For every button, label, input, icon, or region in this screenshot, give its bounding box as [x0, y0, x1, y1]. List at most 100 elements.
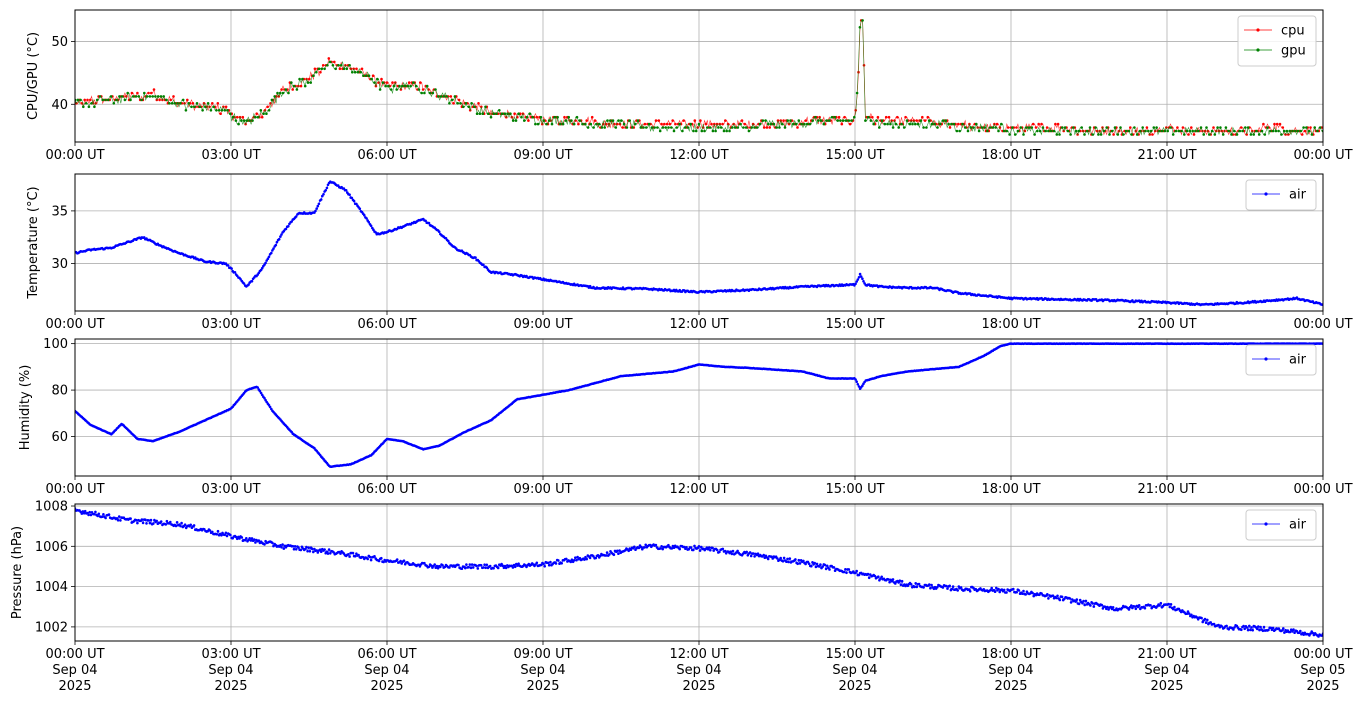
data-point	[891, 578, 895, 581]
data-point	[833, 115, 837, 119]
data-point	[1313, 126, 1316, 129]
data-point	[242, 282, 246, 285]
data-point	[151, 95, 154, 98]
data-point	[969, 126, 973, 129]
series-air	[75, 342, 1323, 469]
data-point	[850, 119, 853, 122]
data-point	[797, 558, 801, 562]
data-point	[158, 98, 161, 102]
data-point	[911, 122, 914, 126]
data-point	[249, 539, 253, 542]
data-point	[456, 102, 460, 105]
data-point	[179, 102, 182, 105]
data-point	[543, 565, 546, 568]
data-point	[915, 119, 918, 122]
data-point	[392, 84, 396, 88]
data-point	[1086, 129, 1089, 133]
data-point	[944, 119, 948, 122]
data-point	[894, 122, 898, 126]
data-point	[1224, 126, 1228, 129]
data-point	[1257, 625, 1260, 628]
data-point	[1318, 126, 1322, 129]
data-point	[1102, 129, 1106, 133]
data-point	[921, 115, 924, 119]
data-point	[1190, 126, 1193, 129]
data-point	[536, 122, 540, 126]
data-point	[520, 115, 523, 119]
data-point	[583, 558, 586, 561]
data-point	[961, 122, 964, 126]
data-point	[967, 588, 971, 591]
data-point	[348, 193, 351, 196]
data-point	[101, 98, 104, 102]
data-point	[327, 57, 331, 60]
data-point	[678, 547, 681, 551]
data-point	[462, 105, 465, 109]
data-point	[224, 105, 228, 109]
data-point	[858, 26, 862, 29]
legend: air	[1245, 509, 1317, 541]
data-point	[804, 562, 807, 566]
data-point	[482, 263, 485, 267]
data-point	[398, 84, 401, 88]
data-point	[315, 207, 319, 210]
data-point	[471, 566, 475, 569]
data-point	[134, 95, 138, 98]
data-point	[549, 560, 552, 564]
y-axis-label: CPU/GPU (°C)	[26, 32, 41, 120]
data-point	[798, 562, 802, 565]
data-point	[561, 122, 565, 126]
data-point	[891, 126, 895, 129]
data-point	[1137, 604, 1141, 607]
data-point	[250, 279, 254, 283]
data-point	[271, 541, 274, 545]
data-point	[1005, 591, 1008, 594]
data-point	[861, 384, 864, 388]
data-point	[621, 126, 624, 129]
data-point	[201, 109, 204, 112]
data-point	[284, 227, 288, 231]
legend: air	[1245, 179, 1317, 211]
data-point	[474, 256, 477, 259]
data-point	[1180, 129, 1183, 133]
data-point	[1108, 133, 1111, 136]
data-point	[1210, 129, 1214, 133]
data-point	[531, 115, 534, 119]
data-point	[376, 77, 379, 81]
data-point	[866, 115, 870, 119]
series-air	[75, 507, 1323, 638]
data-point	[900, 122, 903, 126]
x-tick-label: 18:00 UT	[981, 482, 1040, 497]
data-point	[159, 95, 163, 98]
data-point	[270, 251, 273, 255]
x-tick-label: 15:00 UT	[825, 317, 884, 332]
data-point	[890, 580, 894, 583]
data-point	[1174, 129, 1178, 133]
data-point	[1130, 604, 1133, 607]
data-point	[407, 81, 411, 84]
data-point	[797, 119, 801, 122]
data-point	[1033, 133, 1036, 136]
data-point	[147, 519, 150, 522]
data-point	[699, 119, 702, 122]
x-tick-label: 12:00 UT	[669, 148, 728, 163]
data-point	[1270, 628, 1274, 632]
data-point	[1141, 126, 1144, 129]
x-tick-label: 2025	[994, 679, 1027, 694]
data-point	[908, 122, 912, 126]
data-point	[1219, 126, 1222, 129]
data-point	[264, 261, 267, 265]
data-point	[406, 84, 410, 88]
data-point	[1267, 628, 1270, 632]
data-point	[421, 88, 425, 91]
data-point	[997, 587, 1000, 591]
data-point	[450, 98, 454, 102]
data-point	[258, 389, 262, 393]
data-point	[1056, 594, 1059, 598]
data-point	[886, 122, 889, 126]
data-point	[318, 548, 322, 551]
data-point	[1032, 594, 1035, 598]
data-point	[707, 546, 711, 549]
data-point	[176, 102, 179, 105]
data-point	[1278, 122, 1282, 126]
